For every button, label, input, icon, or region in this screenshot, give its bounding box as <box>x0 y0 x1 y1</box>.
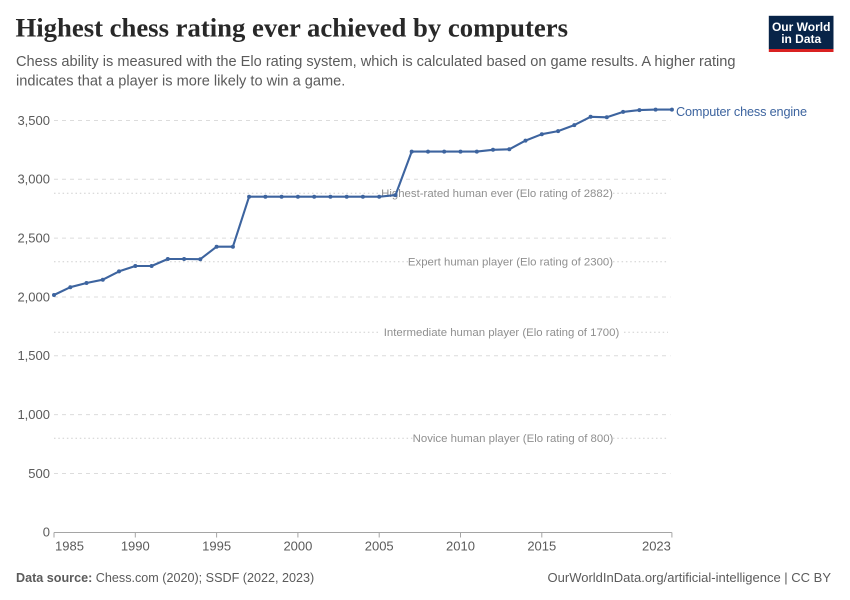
svg-text:2010: 2010 <box>446 539 475 554</box>
svg-text:1990: 1990 <box>121 539 150 554</box>
svg-text:OurWorldInData.org/artificial-: OurWorldInData.org/artificial-intelligen… <box>548 570 832 585</box>
svg-text:1,000: 1,000 <box>17 407 50 422</box>
svg-text:2,000: 2,000 <box>17 289 50 304</box>
svg-text:Intermediate human player (Elo: Intermediate human player (Elo rating of… <box>384 327 620 339</box>
svg-text:3,000: 3,000 <box>17 172 50 187</box>
svg-text:Expert human player (Elo ratin: Expert human player (Elo rating of 2300) <box>408 257 613 269</box>
svg-text:2000: 2000 <box>283 539 312 554</box>
svg-text:2015: 2015 <box>527 539 556 554</box>
svg-text:Highest-rated human ever (Elo: Highest-rated human ever (Elo rating of … <box>381 188 613 200</box>
svg-text:1985: 1985 <box>55 539 84 554</box>
svg-text:in Data: in Data <box>781 32 821 46</box>
svg-text:2023: 2023 <box>642 539 671 554</box>
svg-text:1995: 1995 <box>202 539 231 554</box>
svg-text:Novice human player (Elo ratin: Novice human player (Elo rating of 800) <box>413 433 614 445</box>
svg-text:Computer chess engine: Computer chess engine <box>676 105 807 119</box>
svg-text:Data source: Chess.com (2020);: Data source: Chess.com (2020); SSDF (202… <box>16 571 314 585</box>
svg-text:2,500: 2,500 <box>17 231 50 246</box>
svg-text:3,500: 3,500 <box>17 113 50 128</box>
svg-text:2005: 2005 <box>365 539 394 554</box>
svg-text:Our World: Our World <box>772 20 830 34</box>
svg-text:Highest chess rating ever achi: Highest chess rating ever achieved by co… <box>16 13 568 43</box>
svg-text:indicates that a player is mor: indicates that a player is more likely t… <box>16 74 345 90</box>
svg-text:0: 0 <box>43 525 50 540</box>
svg-text:1,500: 1,500 <box>17 348 50 363</box>
svg-text:500: 500 <box>28 466 50 481</box>
svg-text:Chess ability is measured with: Chess ability is measured with the Elo r… <box>16 54 736 70</box>
